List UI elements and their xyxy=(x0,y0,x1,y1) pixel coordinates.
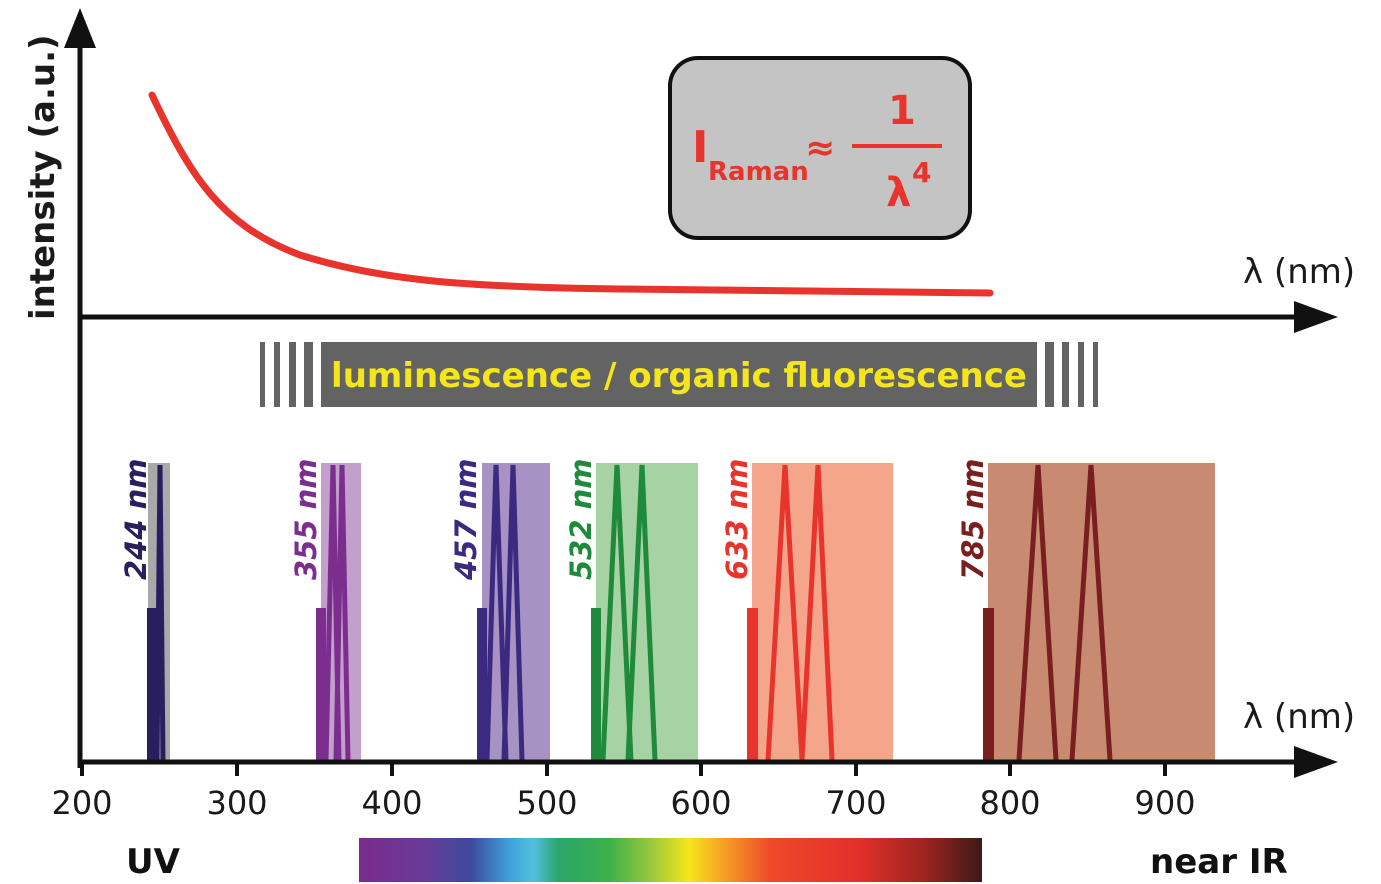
visible-spectrum-bar xyxy=(359,838,982,882)
laser-532-peaks xyxy=(600,464,658,761)
bottom-x-axis-unit: λ (nm) xyxy=(1243,697,1355,737)
laser-457-peaks xyxy=(484,464,525,761)
bottom-x-axis-arrow xyxy=(1294,746,1338,778)
fluorescence-band-left-fade xyxy=(260,342,313,407)
fluorescence-band-right-fade xyxy=(1045,342,1098,407)
uv-label: UV xyxy=(126,842,181,882)
laser-633: 633 nm xyxy=(720,459,893,761)
laser-355: 355 nm xyxy=(289,459,361,761)
laser-532-label: 532 nm xyxy=(564,459,598,581)
laser-244-peaks xyxy=(154,464,166,761)
laser-532-line xyxy=(591,608,601,760)
fluorescence-band-label: luminescence / organic fluorescence xyxy=(331,356,1027,396)
laser-244-label: 244 nm xyxy=(119,459,153,581)
laser-785-label: 785 nm xyxy=(956,459,990,581)
formula-symbol: I xyxy=(692,122,708,173)
top-x-axis-arrow xyxy=(1294,301,1338,333)
tick-label-300: 300 xyxy=(206,784,267,822)
formula-relation: ≈ xyxy=(805,128,835,169)
laser-457-line xyxy=(477,608,487,760)
fluorescence-band: luminescence / organic fluorescence xyxy=(260,342,1098,407)
laser-633-label: 633 nm xyxy=(720,459,754,581)
raman-intensity-curve xyxy=(148,91,994,297)
formula-denominator-base: λ xyxy=(886,170,911,216)
laser-785-peaks xyxy=(1016,464,1113,761)
tick-label-800: 800 xyxy=(979,784,1040,822)
tick-label-400: 400 xyxy=(361,784,422,822)
bottom-x-axis-ticks xyxy=(80,762,1167,776)
laser-457: 457 nm xyxy=(449,459,550,761)
tick-label-900: 900 xyxy=(1134,784,1195,822)
formula-numerator: 1 xyxy=(888,88,916,134)
formula-denominator-exponent: 4 xyxy=(912,156,931,189)
laser-355-peaks xyxy=(323,464,351,761)
near-ir-label: near IR xyxy=(1150,842,1288,882)
laser-633-line xyxy=(747,608,758,760)
laser-532: 532 nm xyxy=(564,459,698,761)
formula-subscript: Raman xyxy=(708,157,809,187)
laser-355-label: 355 nm xyxy=(289,459,323,581)
laser-633-peaks xyxy=(765,464,835,761)
fluorescence-band-bar xyxy=(321,342,1037,407)
formula-box: I Raman ≈ 1 λ 4 xyxy=(668,56,972,240)
laser-244-line xyxy=(147,608,157,760)
top-x-axis-unit: λ (nm) xyxy=(1243,252,1355,292)
laser-457-label: 457 nm xyxy=(449,459,483,582)
laser-785-line xyxy=(983,608,994,760)
tick-label-700: 700 xyxy=(825,784,886,822)
y-axis-arrow xyxy=(64,8,96,48)
laser-355-line xyxy=(316,608,326,760)
tick-label-600: 600 xyxy=(670,784,731,822)
laser-244: 244 nm xyxy=(119,459,170,761)
tick-label-500: 500 xyxy=(516,784,577,822)
tick-label-200: 200 xyxy=(51,784,112,822)
laser-785: 785 nm xyxy=(956,459,1215,761)
y-axis-label: intensity (a.u.) xyxy=(23,34,63,320)
